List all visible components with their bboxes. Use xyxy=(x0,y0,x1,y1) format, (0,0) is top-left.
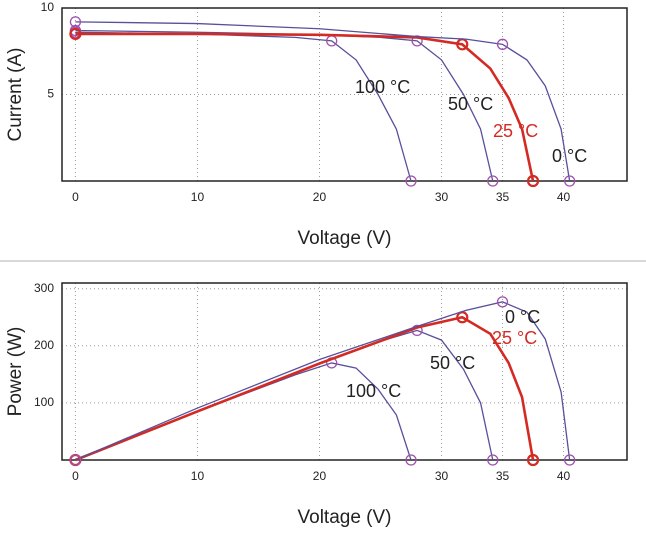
x-axis-label: Voltage (V) xyxy=(298,507,392,528)
plot-frame xyxy=(61,282,628,461)
curve xyxy=(75,29,494,182)
marker xyxy=(411,35,423,47)
curve xyxy=(75,31,412,182)
curve xyxy=(75,21,571,182)
marker xyxy=(487,175,499,187)
marker xyxy=(563,175,576,187)
curve-label: 100 °C xyxy=(346,381,401,401)
curve-label: 50 °C xyxy=(448,94,493,114)
marker xyxy=(526,453,540,467)
x-tick-label: 20 xyxy=(313,190,327,204)
y-axis-label: Current (A) xyxy=(5,48,26,142)
x-tick-label: 30 xyxy=(435,190,449,204)
marker xyxy=(405,175,417,187)
y-tick-label: 200 xyxy=(34,338,54,352)
x-axis-label: Voltage (V) xyxy=(298,228,392,249)
y-tick-label: 10 xyxy=(41,0,55,14)
curve-label: 25 °C xyxy=(493,121,538,141)
x-tick-label: 40 xyxy=(557,190,571,204)
curve xyxy=(75,32,535,182)
marker xyxy=(487,454,499,466)
x-tick-label: 10 xyxy=(191,190,205,204)
curve-label: 0 °C xyxy=(552,146,587,166)
x-tick-label: 20 xyxy=(313,469,327,483)
marker xyxy=(69,454,82,466)
curve xyxy=(75,329,494,461)
y-tick-label: 300 xyxy=(34,281,54,295)
marker xyxy=(526,174,540,188)
marker xyxy=(496,296,509,308)
curve xyxy=(75,301,571,461)
plot-frame xyxy=(61,7,628,182)
y-tick-label: 5 xyxy=(47,87,54,101)
marker xyxy=(69,16,82,28)
y-tick-label: 100 xyxy=(34,395,54,409)
marker xyxy=(496,38,509,50)
curve xyxy=(75,362,412,461)
x-tick-label: 30 xyxy=(435,469,449,483)
marker xyxy=(405,454,417,466)
curve-label: 100 °C xyxy=(355,77,410,97)
x-tick-label: 0 xyxy=(72,190,79,204)
marker xyxy=(69,27,82,41)
x-tick-label: 10 xyxy=(191,469,205,483)
marker xyxy=(563,454,576,466)
y-axis-label: Power (W) xyxy=(5,327,26,417)
curve xyxy=(74,315,535,462)
x-tick-label: 40 xyxy=(557,469,571,483)
curve-label: 50 °C xyxy=(430,353,475,373)
x-tick-label: 35 xyxy=(496,469,510,483)
curve-label: 0 °C xyxy=(505,307,540,327)
curve-label: 25 °C xyxy=(492,328,537,348)
x-tick-label: 0 xyxy=(72,469,79,483)
x-tick-label: 35 xyxy=(496,190,510,204)
